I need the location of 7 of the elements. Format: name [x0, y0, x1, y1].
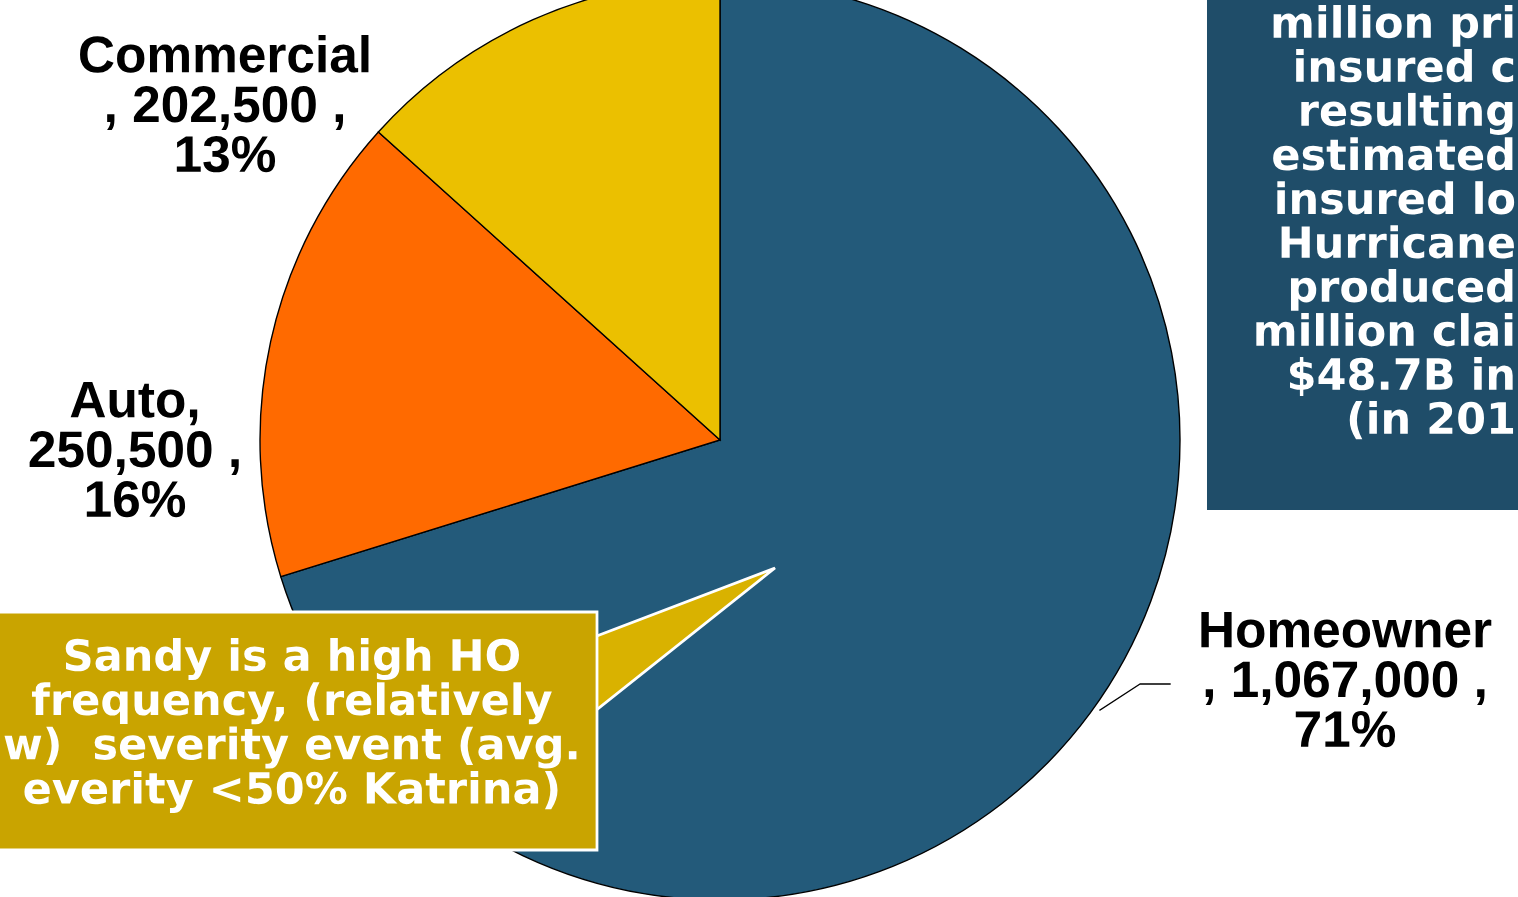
- data-label: , 202,500 , 13%: [107, 86, 344, 173]
- slice-label: Commercial: [80, 35, 369, 73]
- slice-label: Homeowner: [1201, 611, 1492, 648]
- data-label: , 1,067,000 , 71%: [1205, 661, 1485, 748]
- text: Sandy is a high HO frequency, (relatively w) severity event (avg. everity <50% Katrina): [4, 638, 577, 813]
- text: million pri insured c resulting estimated insured lo Hurricane produced million clai $48.7B in (in 201: [1256, 5, 1515, 440]
- slice-label: Auto, 250,500 , 16%: [29, 381, 239, 518]
